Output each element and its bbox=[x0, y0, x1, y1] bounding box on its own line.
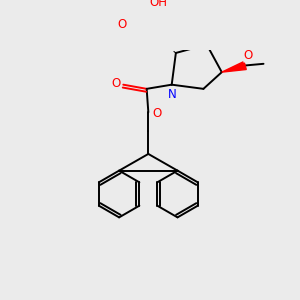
Text: O: O bbox=[111, 77, 120, 90]
Text: N: N bbox=[168, 88, 177, 101]
Text: O: O bbox=[244, 49, 253, 62]
Text: O: O bbox=[118, 18, 127, 31]
Text: OH: OH bbox=[149, 0, 167, 9]
Polygon shape bbox=[222, 61, 246, 72]
Text: O: O bbox=[152, 107, 161, 120]
